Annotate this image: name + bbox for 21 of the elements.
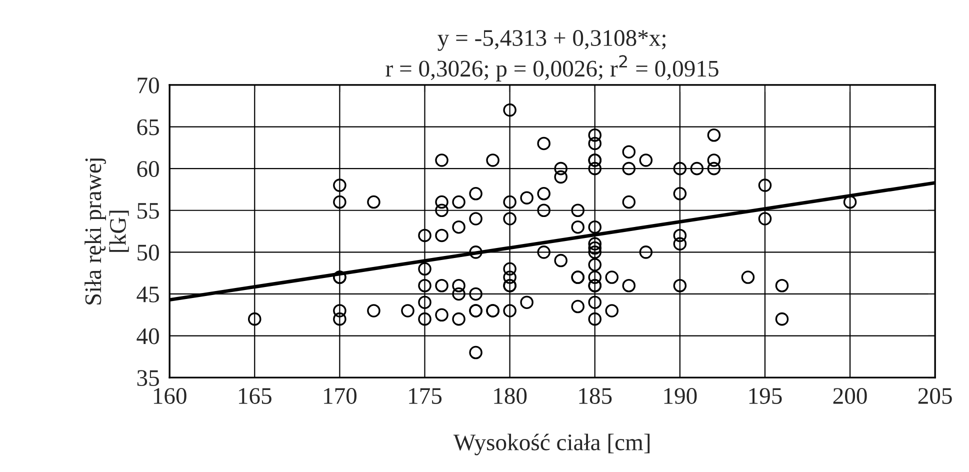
y-tick-label: 45 [136,286,159,302]
x-tick-label: 180 [494,388,527,404]
x-tick-label: 170 [324,388,356,404]
x-tick-label: 205 [918,388,952,404]
y-tick-label: 40 [136,328,159,344]
x-tick-label: 185 [579,388,612,404]
y-tick-label: 55 [138,203,159,219]
y-tick-label: 50 [138,244,159,261]
x-tick-label: 165 [239,388,272,404]
x-tick-label: 175 [409,388,442,404]
x-tick-label: 200 [833,388,867,404]
x-axis-title: Wysokość ciała [cm] [453,434,650,456]
x-tick-label: 195 [749,388,782,404]
y-tick-label: 65 [137,119,159,136]
y-tick-label: 60 [137,161,159,177]
y-tick-label: 70 [138,77,159,94]
chart-title: y = -5,4313 + 0,3108*x; r = 0,3026; p = 0,0026; r$^{2}$ = 0,0915 [386,30,718,82]
x-tick-label: 160 [154,388,186,404]
x-tick-label: 190 [664,388,697,404]
y-axis-title: Siła ręki prawej [kG] [84,158,129,304]
y-tick-label: 35 [137,370,159,386]
